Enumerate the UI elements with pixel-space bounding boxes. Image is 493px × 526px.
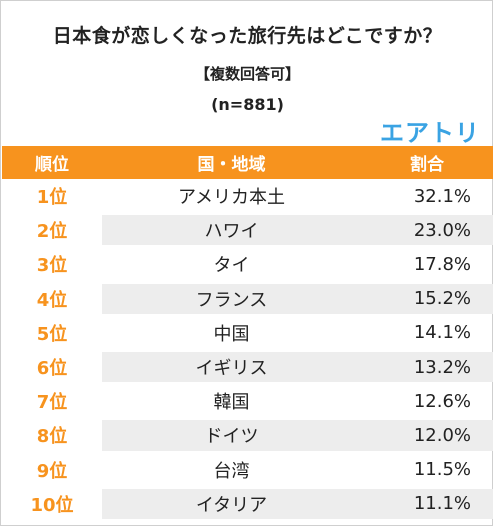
- header-percentage: 割合: [410, 155, 444, 175]
- page-title: 日本食が恋しくなった旅行先はどこですか？: [52, 25, 443, 47]
- percentage-cell: 15.2%: [413, 288, 471, 310]
- percentage-cell: 12.6%: [413, 390, 471, 412]
- header-rank: 順位: [35, 155, 69, 175]
- rank-cell: 2位: [36, 221, 68, 243]
- rank-cell: 9位: [36, 460, 68, 482]
- place-cell: 中国: [213, 323, 250, 345]
- percentage-cell: 23.0%: [413, 219, 471, 241]
- rank-cell: 10位: [30, 494, 74, 516]
- header-place: 国・地域: [197, 155, 266, 175]
- rank-cell: 3位: [36, 255, 68, 277]
- place-cell: イギリス: [195, 358, 268, 380]
- place-cell: タイ: [213, 255, 250, 277]
- place-cell: 台湾: [213, 460, 250, 482]
- table-row: 9位 台湾 11.5%: [2, 453, 493, 487]
- table-row: 10位 イタリア 11.1%: [2, 487, 493, 521]
- table-row: 5位 中国 14.1%: [2, 316, 493, 350]
- rank-cell: 6位: [36, 358, 68, 380]
- table-header: 順位 国・地域 割合: [2, 146, 493, 179]
- percentage-cell: 11.5%: [413, 459, 471, 481]
- percentage-cell: 32.1%: [413, 185, 471, 207]
- place-cell: イタリア: [195, 494, 268, 516]
- percentage-cell: 12.0%: [413, 424, 471, 446]
- percentage-cell: 14.1%: [413, 322, 471, 344]
- brand-logo: エアトリ: [380, 119, 480, 147]
- place-cell: ハワイ: [204, 221, 259, 243]
- table-row: 3位 タイ 17.8%: [2, 247, 493, 281]
- percentage-cell: 13.2%: [413, 356, 471, 378]
- place-cell: 韓国: [213, 392, 250, 414]
- table-row: 4位 フランス 15.2%: [2, 282, 493, 316]
- rank-cell: 1位: [36, 187, 68, 209]
- table-row: 7位 韓国 12.6%: [2, 384, 493, 418]
- percentage-cell: 17.8%: [413, 253, 471, 275]
- ranking-table: 順位 国・地域 割合 1位 アメリカ本土 32.1% 2位 ハワイ 23.0% …: [2, 146, 493, 521]
- table-row: 6位 イギリス 13.2%: [2, 350, 493, 384]
- rank-cell: 4位: [36, 289, 68, 311]
- rank-cell: 7位: [36, 392, 68, 414]
- place-cell: アメリカ本土: [177, 187, 286, 209]
- table-row: 1位 アメリカ本土 32.1%: [2, 179, 493, 213]
- subtitle: 【複数回答可】: [194, 65, 300, 83]
- rank-cell: 5位: [36, 323, 68, 345]
- place-cell: フランス: [195, 289, 268, 311]
- rank-cell: 8位: [36, 426, 68, 448]
- place-cell: ドイツ: [204, 426, 259, 448]
- table-row: 8位 ドイツ 12.0%: [2, 418, 493, 452]
- sample-size: (n=881): [211, 95, 284, 114]
- percentage-cell: 11.1%: [413, 493, 471, 515]
- table-row: 2位 ハワイ 23.0%: [2, 213, 493, 247]
